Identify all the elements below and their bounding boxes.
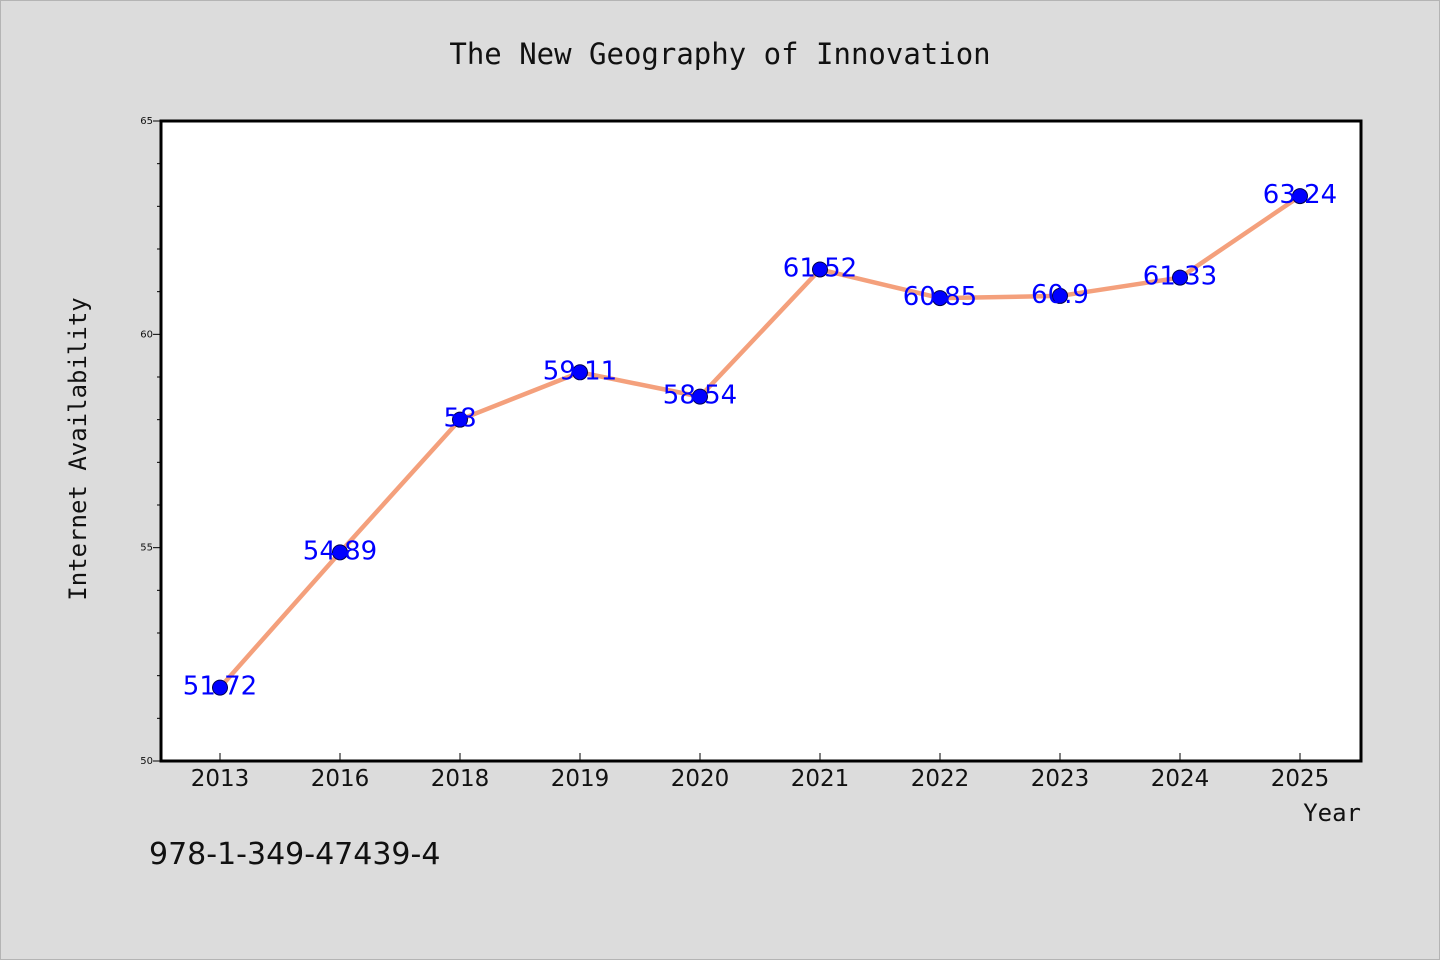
data-label: 60.85 (903, 282, 977, 312)
data-point (572, 364, 588, 381)
data-label: 63.24 (1263, 180, 1337, 210)
data-point (932, 290, 948, 307)
data-point (692, 388, 708, 405)
markers-group (212, 188, 1308, 696)
data-point (812, 261, 828, 278)
data-labels-group: 51.72 54.89 58 59.11 58.54 61.52 60.85 60.9 61.3… (183, 180, 1337, 702)
data-label: 60.9 (1031, 280, 1089, 310)
data-point (1292, 188, 1308, 205)
data-point (452, 411, 468, 428)
data-label: 54.89 (303, 536, 377, 566)
x-axis-label: Year (1303, 799, 1361, 827)
x-axis: 2013 2016 2018 2019 2020 2021 2022 2023 2024 2025 (191, 753, 1330, 792)
y-axis-label: Internet Availability (64, 297, 92, 600)
data-label: 58 (443, 404, 476, 434)
x-tick-label: 2019 (551, 766, 610, 792)
data-point (1052, 287, 1068, 304)
data-point (332, 544, 348, 561)
data-label: 51.72 (183, 672, 257, 702)
y-tick-label: 60 (140, 329, 153, 340)
x-tick-label: 2020 (671, 766, 730, 792)
x-tick-label: 2021 (791, 766, 850, 792)
x-tick-label: 2013 (191, 766, 250, 792)
series-line (217, 193, 1303, 690)
x-tick-label: 2024 (1151, 766, 1210, 792)
plot-area (159, 119, 1363, 763)
y-axis: 50 55 60 65 (140, 116, 161, 767)
data-point (212, 679, 228, 696)
x-tick-label: 2018 (431, 766, 490, 792)
data-label: 61.33 (1143, 262, 1217, 292)
x-tick-label: 2025 (1271, 766, 1330, 792)
series-line-group (217, 193, 1303, 690)
y-tick-label: 65 (140, 116, 153, 127)
y-tick-label: 55 (140, 543, 153, 554)
data-label: 59.11 (543, 356, 617, 386)
chart-title: The New Geography of Innovation (449, 37, 990, 71)
isbn-footer: 978-1-349-47439-4 (149, 837, 440, 872)
data-label: 61.52 (783, 253, 857, 283)
y-tick-label: 50 (140, 756, 153, 767)
x-tick-label: 2016 (311, 766, 370, 792)
x-tick-label: 2023 (1031, 766, 1090, 792)
data-point (1172, 269, 1188, 286)
x-tick-label: 2022 (911, 766, 970, 792)
data-label: 58.54 (663, 381, 737, 411)
